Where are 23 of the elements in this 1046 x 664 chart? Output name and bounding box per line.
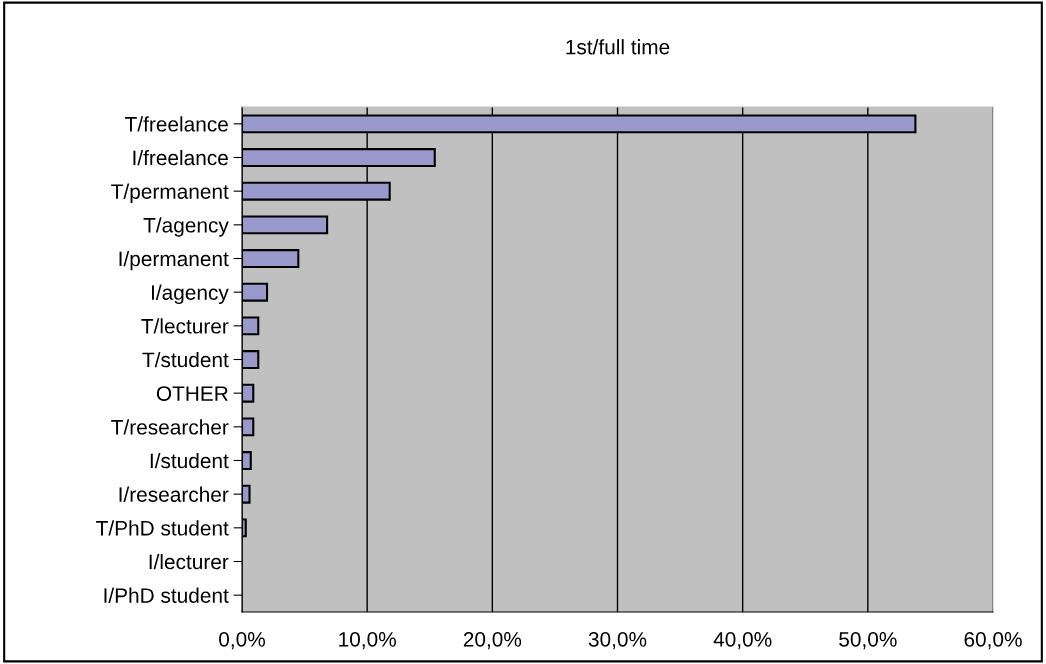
x-tick-label: 30,0% <box>588 631 647 650</box>
x-tick-label: 0,0% <box>219 631 265 650</box>
y-tick-label: T/freelance <box>125 116 228 132</box>
x-tick-label: 60,0% <box>964 631 1022 650</box>
y-tick-label: I/permanent <box>119 250 229 271</box>
y-tick-label: I/researcher <box>119 486 229 502</box>
y-tick-label: I/student <box>150 452 229 469</box>
y-tick-label: I/PhD student <box>104 587 229 603</box>
x-tick-label: 20,0% <box>463 631 522 650</box>
x-tick-label: 10,0% <box>339 631 396 650</box>
y-tick-label: T/student <box>142 351 229 368</box>
x-tick-label: 50,0% <box>839 631 897 650</box>
chart-title: 1st/full time <box>566 39 670 55</box>
y-tick-label: I/lecturer <box>149 553 229 570</box>
y-tick-label: T/PhD student <box>96 520 229 536</box>
y-tick-label: T/lecturer <box>141 318 229 334</box>
y-tick-label: OTHER <box>156 386 228 401</box>
x-tick-label: 40,0% <box>713 631 772 650</box>
y-tick-label: I/agency <box>151 284 229 305</box>
y-tick-label: T/researcher <box>111 419 229 435</box>
y-tick-label: I/freelance <box>133 149 228 166</box>
y-tick-label: T/permanent <box>111 183 229 204</box>
y-tick-label: T/agency <box>143 217 229 237</box>
